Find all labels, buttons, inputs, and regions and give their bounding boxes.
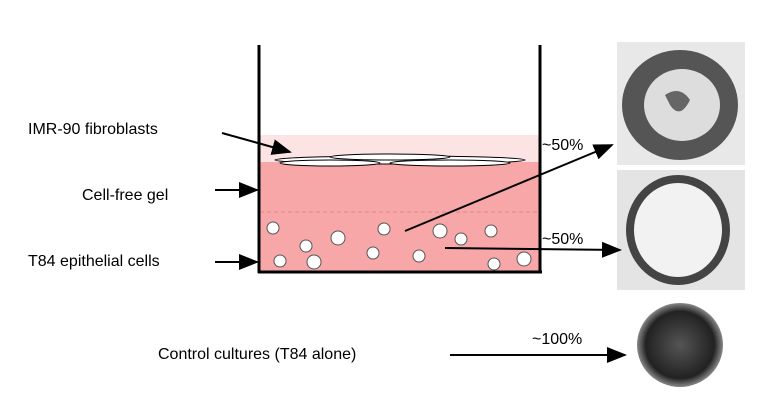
label-control: Control cultures (T84 alone) xyxy=(158,346,356,363)
micrograph-upper xyxy=(617,42,745,165)
outcome-upper: ~50% xyxy=(542,137,583,154)
outcome-control: ~100% xyxy=(532,331,582,348)
label-fibroblasts: IMR-90 fibroblasts xyxy=(28,121,158,138)
micrograph-control xyxy=(637,303,723,387)
outcome-lower: ~50% xyxy=(542,231,583,248)
diagram: IMR-90 fibroblasts Cell-free gel T84 epi… xyxy=(0,0,776,395)
label-epithelial: T84 epithelial cells xyxy=(28,253,160,270)
micrograph-middle xyxy=(617,170,745,290)
label-gel: Cell-free gel xyxy=(82,187,168,204)
